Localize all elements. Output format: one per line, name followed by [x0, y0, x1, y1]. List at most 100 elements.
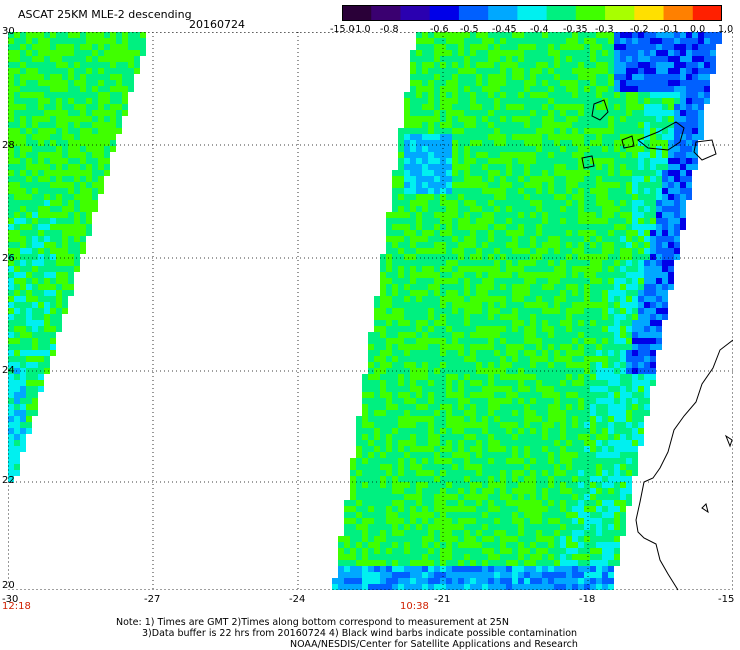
data-cell [530, 284, 536, 290]
data-cell [86, 80, 92, 86]
data-cell [638, 326, 644, 332]
data-cell [428, 494, 434, 500]
data-cell [440, 464, 446, 470]
data-cell [644, 410, 650, 416]
data-cell [572, 506, 578, 512]
data-cell [590, 296, 596, 302]
data-cell [422, 38, 428, 44]
data-cell [620, 266, 626, 272]
data-cell [602, 218, 608, 224]
data-cell [86, 200, 92, 206]
data-cell [50, 332, 56, 338]
data-cell [518, 404, 524, 410]
data-cell [602, 50, 608, 56]
data-cell [572, 410, 578, 416]
data-cell [470, 494, 476, 500]
data-cell [644, 50, 650, 56]
data-cell [482, 476, 488, 482]
data-cell [92, 104, 98, 110]
data-cell [506, 68, 512, 74]
data-cell [626, 272, 632, 278]
data-cell [44, 38, 50, 44]
data-cell [536, 362, 542, 368]
data-cell [476, 482, 482, 488]
data-cell [464, 290, 470, 296]
data-cell [560, 488, 566, 494]
data-cell [608, 38, 614, 44]
data-cell [14, 170, 20, 176]
data-cell [104, 32, 110, 38]
data-cell [566, 476, 572, 482]
data-cell [656, 224, 662, 230]
data-cell [632, 398, 638, 404]
data-cell [452, 110, 458, 116]
data-cell [626, 494, 632, 500]
data-cell [14, 158, 20, 164]
data-cell [74, 206, 80, 212]
swath-right [332, 32, 722, 590]
data-cell [500, 434, 506, 440]
data-cell [590, 86, 596, 92]
data-cell [32, 242, 38, 248]
data-cell [656, 248, 662, 254]
data-cell [524, 392, 530, 398]
data-cell [416, 494, 422, 500]
data-cell [614, 440, 620, 446]
data-cell [428, 332, 434, 338]
data-cell [416, 140, 422, 146]
data-cell [80, 140, 86, 146]
data-cell [512, 440, 518, 446]
data-cell [98, 146, 104, 152]
data-cell [530, 404, 536, 410]
data-cell [554, 350, 560, 356]
data-cell [386, 494, 392, 500]
data-cell [44, 194, 50, 200]
data-cell [620, 488, 626, 494]
data-cell [44, 302, 50, 308]
data-cell [44, 266, 50, 272]
data-cell [380, 320, 386, 326]
data-cell [650, 206, 656, 212]
data-cell [506, 224, 512, 230]
data-cell [578, 380, 584, 386]
data-cell [56, 236, 62, 242]
data-cell [608, 284, 614, 290]
data-cell [104, 44, 110, 50]
data-cell [398, 152, 404, 158]
data-cell [26, 38, 32, 44]
data-cell [92, 110, 98, 116]
data-cell [398, 248, 404, 254]
data-cell [398, 452, 404, 458]
data-cell [644, 290, 650, 296]
data-cell [98, 122, 104, 128]
data-cell [362, 410, 368, 416]
data-cell [134, 56, 140, 62]
data-cell [524, 200, 530, 206]
data-cell [560, 290, 566, 296]
data-cell [560, 164, 566, 170]
data-cell [62, 212, 68, 218]
data-cell [566, 308, 572, 314]
data-cell [464, 56, 470, 62]
data-cell [566, 206, 572, 212]
data-cell [92, 146, 98, 152]
data-cell [470, 254, 476, 260]
data-cell [452, 86, 458, 92]
data-cell [542, 404, 548, 410]
data-cell [458, 254, 464, 260]
data-cell [500, 350, 506, 356]
data-cell [620, 248, 626, 254]
data-cell [410, 374, 416, 380]
data-cell [356, 500, 362, 506]
data-cell [56, 62, 62, 68]
data-cell [356, 440, 362, 446]
data-cell [26, 68, 32, 74]
data-cell [62, 56, 68, 62]
data-cell [500, 386, 506, 392]
data-cell [578, 482, 584, 488]
data-cell [56, 146, 62, 152]
data-cell [692, 164, 698, 170]
data-cell [464, 50, 470, 56]
data-cell [434, 410, 440, 416]
data-cell [368, 386, 374, 392]
